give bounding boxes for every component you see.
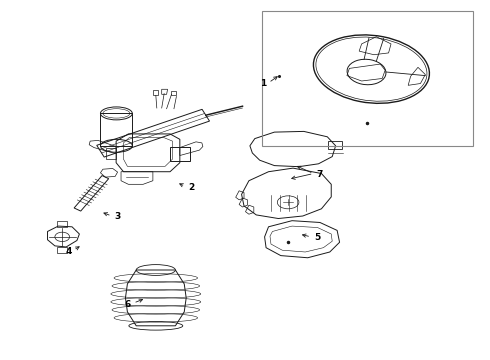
Text: 3: 3 bbox=[115, 212, 121, 221]
Bar bbox=[262, 11, 473, 146]
Text: 5: 5 bbox=[314, 233, 320, 242]
Text: 1: 1 bbox=[261, 79, 267, 88]
Text: 6: 6 bbox=[124, 300, 130, 309]
Bar bbox=[100, 113, 132, 146]
Text: 2: 2 bbox=[188, 183, 194, 192]
Text: 7: 7 bbox=[316, 170, 323, 179]
Text: 4: 4 bbox=[65, 247, 72, 256]
